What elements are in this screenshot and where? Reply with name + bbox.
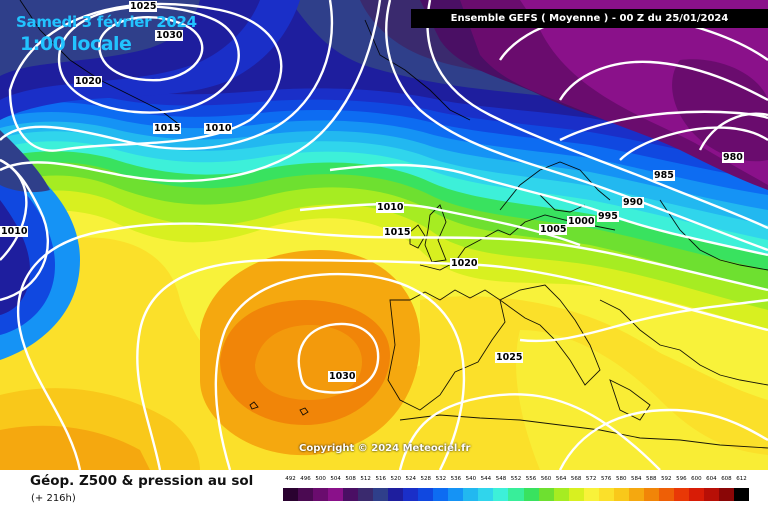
legend-swatch [403,488,419,501]
legend-value-label: 592 [661,476,672,482]
legend-value-label: 560 [540,476,552,482]
isobars [0,0,768,470]
legend-swatch [583,488,599,501]
isobar-label: 1020 [450,258,479,269]
legend-value-label: 520 [390,476,401,482]
isobar-label: 990 [622,197,644,208]
legend-swatch [523,488,539,501]
isobar-label: 985 [653,170,675,181]
legend-swatch [568,488,584,501]
legend-swatch [733,488,749,501]
legend-value-label: 508 [345,476,356,482]
legend-value-label: 596 [676,476,687,482]
legend-swatch [628,488,644,501]
legend-swatch [538,488,554,501]
legend-swatch [433,488,449,501]
legend-value-label: 572 [585,476,597,482]
legend-swatch [613,488,629,501]
isobar-label: 1010 [376,202,405,213]
isobar-label: 1010 [204,123,233,134]
legend-color-bar [283,488,749,501]
legend-swatch [358,488,374,501]
legend-swatch [298,488,314,501]
legend-swatch [643,488,659,501]
legend-value-label: 604 [706,476,717,482]
legend-value-label: 536 [450,476,462,482]
legend-value-label: 504 [330,476,341,482]
legend-swatch [688,488,704,501]
legend-value-label: 600 [691,476,702,482]
isobar-label: 995 [597,211,619,222]
legend-swatch [493,488,509,501]
isobar-label: 1015 [153,123,182,134]
isobar-label: 1010 [0,226,29,237]
isobar-label: 1020 [74,76,103,87]
legend-value-label: 496 [300,476,311,482]
legend-value-label: 576 [600,476,612,482]
legend-swatch [283,488,299,501]
legend-value-label: 492 [285,476,296,482]
legend-value-label: 584 [631,476,642,482]
legend-swatch [343,488,359,501]
legend-value-label: 564 [555,476,567,482]
legend-swatch [373,488,389,501]
legend-value-label: 612 [736,476,747,482]
isobar-label: 1030 [328,371,357,382]
forecast-time: 1:00 locale [20,33,132,55]
isobar-label: 1025 [495,352,524,363]
legend-swatch [508,488,524,501]
copyright-notice: Copyright © 2024 Meteociel.fr [299,443,471,454]
isobar-label: 980 [722,152,744,163]
map-product-title: Géop. Z500 & pression au sol [30,473,254,489]
legend-value-label: 548 [495,476,507,482]
forecast-lead-time: (+ 216h) [31,493,76,504]
legend-swatch [388,488,404,501]
legend-value-label: 588 [646,476,657,482]
isobar-label: 1025 [129,1,158,12]
legend-value-label: 540 [465,476,477,482]
legend-swatch [658,488,674,501]
legend-value-label: 580 [615,476,627,482]
legend-value-label: 608 [721,476,732,482]
isobar-label: 1000 [567,216,596,227]
legend-value-label: 516 [375,476,386,482]
color-scale-legend: 492 496 500 504 508 512 516 520 524 528 532 536 540 5… [283,476,749,501]
legend-value-label: 528 [420,476,432,482]
legend-value-label: 544 [480,476,492,482]
legend-value-label: 556 [525,476,537,482]
legend-value-label: 532 [435,476,447,482]
legend-value-label: 512 [360,476,371,482]
model-run-info: Ensemble GEFS ( Moyenne ) - 00 Z du 25/0… [411,9,768,28]
isobar-label: 1030 [155,30,184,41]
legend-swatch [598,488,614,501]
legend-swatch [673,488,689,501]
forecast-date: Samedi 3 février 2024 [16,13,197,31]
legend-swatch [448,488,464,501]
legend-value-label: 500 [315,476,326,482]
legend-swatch [328,488,344,501]
weather-map: 1025 1030 1020 1015 1010 1010 980 985 99… [0,0,768,470]
isobar-label: 1015 [383,227,412,238]
legend-value-label: 568 [570,476,582,482]
legend-swatch [703,488,719,501]
legend-swatch [553,488,569,501]
legend-swatch [313,488,329,501]
legend-swatch [478,488,494,501]
legend-value-label: 552 [510,476,522,482]
legend-swatch [463,488,479,501]
legend-labels: 492 496 500 504 508 512 516 520 524 528 532 536 540 5… [283,476,749,486]
isobar-label: 1005 [539,224,568,235]
legend-swatch [718,488,734,501]
legend-value-label: 524 [405,476,417,482]
legend-swatch [418,488,434,501]
